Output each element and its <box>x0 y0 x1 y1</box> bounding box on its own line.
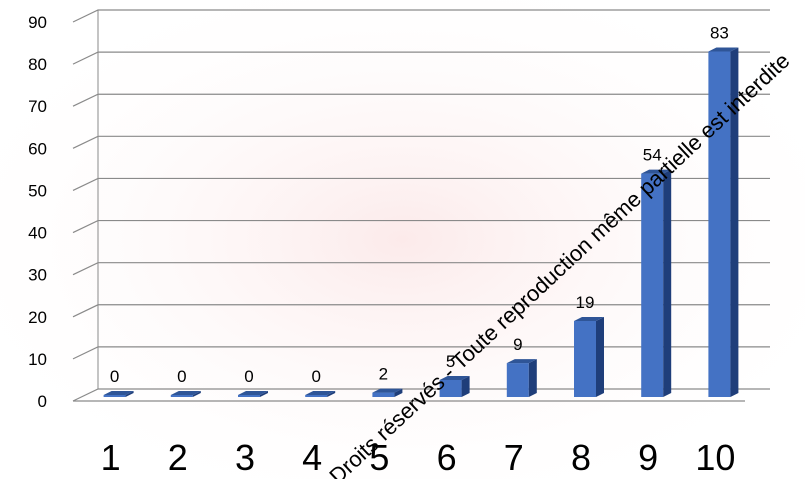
y-tick-label: 70 <box>28 97 47 116</box>
bar-value-label: 5 <box>446 352 455 371</box>
y-tick-label: 40 <box>28 224 47 243</box>
bar-top <box>170 391 201 395</box>
x-axis-labels: 1 2 3 4 5 6 7 8 9 10 <box>101 437 736 478</box>
x-tick-label: 4 <box>302 437 322 478</box>
bar-top <box>708 47 739 52</box>
bar-side <box>327 391 336 397</box>
y-tick-label: 20 <box>28 308 47 327</box>
y-tick-label: 50 <box>28 181 47 200</box>
x-tick-label: 1 <box>101 437 121 478</box>
bar <box>103 395 126 397</box>
bar-value-label: 83 <box>710 23 729 42</box>
bar-side <box>192 391 201 397</box>
bar-value-label: 0 <box>311 367 320 386</box>
x-tick-label: 9 <box>638 437 658 478</box>
bar <box>574 320 596 397</box>
gridlines <box>72 9 770 402</box>
bar-value-label: 0 <box>244 367 253 386</box>
data-labels: 0 0 0 0 2 5 9 19 54 83 <box>110 23 729 386</box>
y-axis: 0 10 20 30 40 50 60 70 80 90 <box>28 13 47 411</box>
bar-side <box>730 47 739 397</box>
x-tick-label: 3 <box>235 437 255 478</box>
bar <box>305 395 328 397</box>
y-tick-label: 10 <box>28 350 47 369</box>
bar-value-label: 9 <box>513 335 522 354</box>
bar-side <box>260 391 268 397</box>
y-tick-label: 30 <box>28 266 47 285</box>
bar-side <box>394 388 403 397</box>
bar-side <box>596 316 604 397</box>
bar <box>506 363 529 397</box>
bar <box>439 379 462 397</box>
x-tick-label: 2 <box>168 437 188 478</box>
bar-top <box>641 169 672 174</box>
y-tick-label: 0 <box>38 392 47 411</box>
x-tick-label: 8 <box>571 437 591 478</box>
bar <box>170 395 193 397</box>
bar-top <box>372 388 403 393</box>
bar-value-label: 54 <box>643 146 662 165</box>
bar-top <box>574 316 604 321</box>
bar-top <box>439 375 470 380</box>
bar-side <box>663 169 672 397</box>
bar-top <box>506 359 537 364</box>
bar-value-label: 0 <box>177 367 186 386</box>
bar-value-label: 2 <box>379 365 388 384</box>
y-tick-label: 80 <box>28 55 47 74</box>
bar-side <box>461 375 470 397</box>
x-tick-label: 5 <box>369 437 389 478</box>
bar-side <box>528 359 537 397</box>
bar-top <box>305 391 336 395</box>
bar <box>641 173 664 397</box>
bar-top <box>238 391 268 395</box>
x-tick-label: 10 <box>695 437 735 478</box>
bar <box>708 51 731 397</box>
x-tick-label: 7 <box>504 437 524 478</box>
bar-value-label: 19 <box>576 293 595 312</box>
bar-side <box>125 391 134 397</box>
bars <box>103 47 739 397</box>
y-tick-label: 60 <box>28 139 47 158</box>
bar-top <box>103 391 134 395</box>
bar-value-label: 0 <box>110 367 119 386</box>
bar <box>238 395 260 397</box>
bar <box>372 392 395 397</box>
x-tick-label: 6 <box>437 437 457 478</box>
y-tick-label: 90 <box>28 13 47 32</box>
